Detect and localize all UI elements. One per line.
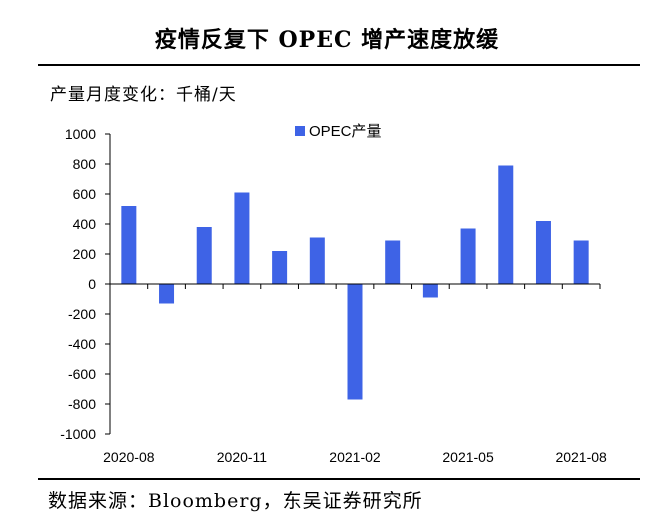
chart-title: 疫情反复下 OPEC 增产速度放缓: [154, 27, 500, 53]
y-tick-label: 200: [73, 246, 97, 262]
unit-label: 产量月度变化：千桶/天: [50, 85, 237, 105]
x-tick-label: 2020-08: [103, 449, 155, 465]
y-tick-label: 1000: [65, 126, 96, 142]
x-tick-label: 2021-05: [442, 449, 494, 465]
bar-2020-08: [121, 206, 137, 284]
bar-2021-07: [535, 221, 551, 284]
bars: [121, 165, 589, 400]
x-tick-label: 2021-08: [555, 449, 607, 465]
bar-2020-09: [159, 284, 175, 304]
y-tick-label: 0: [88, 276, 96, 292]
source-note: 数据来源：Bloomberg，东吴证券研究所: [48, 490, 423, 512]
legend-swatch: [295, 126, 305, 136]
bar-2020-12: [272, 251, 288, 284]
x-axis: 2020-08 2020-11 2021-02 2021-05 2021-08: [103, 283, 607, 465]
bottom-rule: [38, 478, 640, 480]
x-tick-label: 2020-11: [217, 449, 268, 465]
y-tick-label: -800: [68, 396, 96, 412]
y-tick-label: 600: [73, 186, 97, 202]
bar-2020-10: [196, 227, 212, 284]
y-tick-label: 400: [73, 216, 97, 232]
legend: OPEC产量: [295, 123, 382, 140]
bar-2021-03: [385, 240, 401, 284]
y-tick-label: -200: [68, 306, 96, 322]
bar-2021-08: [573, 240, 589, 284]
bar-2020-11: [234, 192, 250, 284]
bar-2021-05: [460, 228, 476, 284]
y-tick-label: -1000: [60, 426, 96, 442]
y-tick-label: -400: [68, 336, 96, 352]
bar-2021-01: [309, 237, 325, 284]
x-tick-label: 2021-02: [329, 449, 381, 465]
bar-2021-06: [498, 165, 514, 284]
y-tick-label: -600: [68, 366, 96, 382]
bar-2021-04: [422, 284, 438, 298]
top-rule: [38, 64, 640, 66]
bar-2021-02: [347, 284, 363, 400]
y-tick-label: 800: [73, 156, 97, 172]
legend-label: OPEC产量: [309, 123, 382, 140]
y-axis: 1000 800 600 400 200 0 -200 -400 -600 -800 -1000: [60, 126, 111, 442]
